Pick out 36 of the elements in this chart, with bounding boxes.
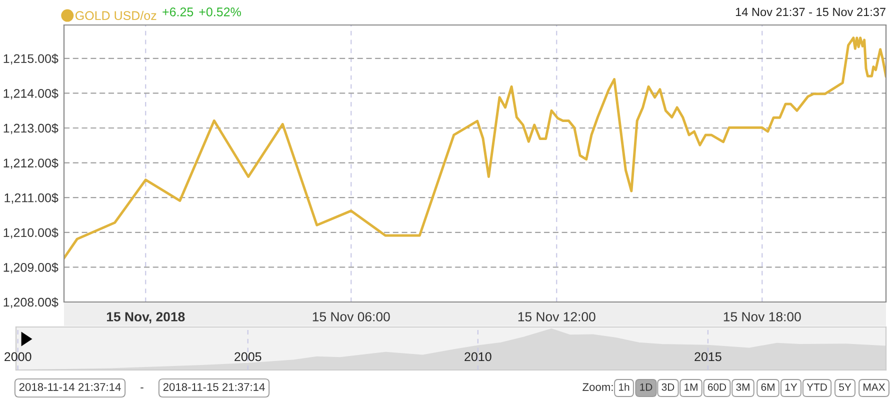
text: 1M <box>684 384 698 391</box>
text: Zoom: <box>582 383 613 391</box>
text: 3M <box>736 383 750 391</box>
y-tick-label: 1,214.00$ <box>4 88 58 100</box>
text: MAX <box>864 384 886 391</box>
text: 6M <box>761 383 774 391</box>
text: 1h <box>619 383 630 391</box>
x-tick-label: 2000 <box>4 352 32 362</box>
x-tick-label: 2010 <box>464 352 492 362</box>
y-tick-label: 1,215.00$ <box>4 54 58 65</box>
legend-label: GOLD USD/oz <box>76 10 156 20</box>
line-series <box>64 36 886 260</box>
y-tick-label: 1,211.00$ <box>4 192 58 204</box>
x-tick-label: 15 Nov 12:00 <box>518 312 596 322</box>
text: 1Y <box>785 384 798 391</box>
y-tick-label: 1,212.00$ <box>4 158 58 169</box>
text: 5Y <box>839 384 852 391</box>
y-tick-label: 1,209.00$ <box>4 262 58 274</box>
x-tick-label: 15 Nov, 2018 <box>106 312 185 324</box>
text: +6.25 <box>162 8 194 16</box>
y-tick-label: 1,208.00$ <box>4 297 58 308</box>
text: 1D <box>640 384 652 391</box>
x-tick-label: 15 Nov 06:00 <box>312 312 390 322</box>
text: 2018-11-14 21:37:14 <box>19 383 121 391</box>
text: 60D <box>708 383 726 391</box>
text: YTD <box>806 384 827 391</box>
x-tick-label: 2015 <box>694 352 722 362</box>
text: +0.52% <box>199 8 241 16</box>
y-tick-label: 1,213.00$ <box>4 123 58 134</box>
y-tick-label: 1,210.00$ <box>4 228 58 239</box>
text: 2018-11-15 21:37:14 <box>163 383 265 391</box>
x-tick-label: 15 Nov 18:00 <box>724 312 801 322</box>
text: - <box>140 387 144 388</box>
chart-subtitle: 14 Nov 21:37 - 15 Nov 21:37 <box>736 8 886 16</box>
text: 3D <box>662 383 674 391</box>
x-tick-label: 2005 <box>234 352 262 362</box>
